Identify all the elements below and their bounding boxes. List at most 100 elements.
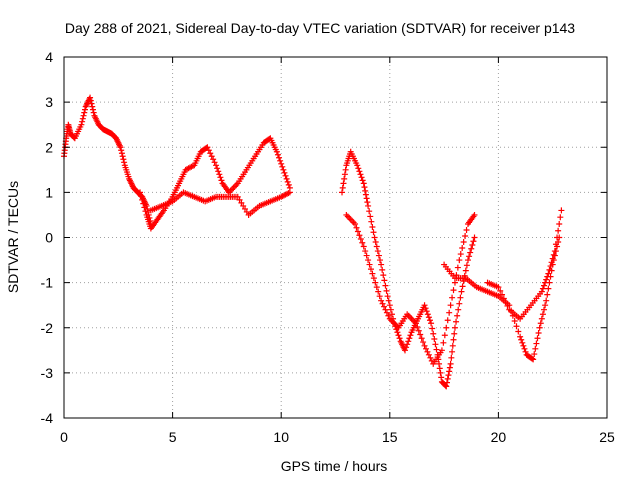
data-point (438, 347, 445, 354)
data-point (365, 257, 372, 264)
data-point (283, 175, 290, 182)
x-tick-label: 0 (60, 429, 68, 445)
data-point (385, 312, 392, 319)
data-point (552, 241, 559, 248)
series-2 (137, 135, 293, 232)
data-point (453, 318, 460, 325)
series-1 (61, 94, 154, 227)
data-point (118, 147, 125, 154)
data-point (538, 315, 545, 322)
data-point (276, 154, 283, 161)
data-point (464, 257, 471, 264)
data-point (447, 302, 454, 309)
data-point (372, 239, 379, 246)
x-axis-label: GPS time / hours (281, 458, 388, 474)
data-point (236, 196, 243, 203)
x-tick-label: 10 (273, 429, 289, 445)
data-point (444, 317, 451, 324)
x-tick-label: 20 (491, 429, 507, 445)
data-point (119, 153, 126, 160)
chart-title: Day 288 of 2021, Sidereal Day-to-day VTE… (65, 20, 575, 36)
data-point (432, 341, 439, 348)
data-point (386, 302, 393, 309)
data-point (497, 287, 504, 294)
data-point (495, 284, 502, 291)
data-point (551, 248, 558, 255)
data-point (277, 157, 284, 164)
x-tick-label: 25 (599, 429, 615, 445)
series-5 (343, 211, 478, 367)
data-point (360, 180, 367, 187)
data-point (537, 320, 544, 327)
data-point (366, 261, 373, 268)
data-point (450, 336, 457, 343)
data-point (425, 351, 432, 358)
data-point (433, 346, 440, 353)
data-point (448, 354, 455, 361)
data-point (443, 324, 450, 331)
data-point (359, 177, 366, 184)
data-point (376, 293, 383, 300)
data-point (454, 312, 461, 319)
data-point (500, 295, 507, 302)
data-point (357, 236, 364, 243)
data-point (554, 234, 561, 241)
data-point (356, 232, 363, 239)
data-point (79, 115, 86, 122)
data-point (381, 303, 388, 310)
y-tick-label: -1 (41, 275, 54, 291)
data-point (361, 184, 368, 191)
data-point (121, 159, 128, 166)
data-point (421, 342, 428, 349)
data-point (558, 207, 565, 214)
data-point (383, 287, 390, 294)
data-point (352, 220, 359, 227)
data-point (339, 189, 346, 196)
data-point (363, 252, 370, 259)
y-axis-label: SDTVAR / TECUs (5, 181, 21, 293)
data-point (429, 325, 436, 332)
data-point (538, 288, 545, 295)
data-point (557, 214, 564, 221)
data-point (80, 112, 87, 119)
data-point (449, 348, 456, 355)
data-point (499, 291, 506, 298)
data-point (372, 279, 379, 286)
data-point (379, 266, 386, 273)
data-point (204, 144, 211, 151)
series-7 (484, 207, 565, 322)
data-point (375, 288, 382, 295)
data-point (118, 150, 125, 157)
data-point (531, 351, 538, 358)
data-point (369, 270, 376, 277)
data-point (549, 255, 556, 262)
data-point (424, 311, 431, 318)
data-point (340, 180, 347, 187)
data-point (396, 335, 403, 342)
y-tick-label: 1 (45, 184, 53, 200)
data-point (548, 259, 555, 266)
data-point (446, 368, 453, 375)
data-point (471, 234, 478, 241)
data-point (457, 294, 464, 301)
data-point (402, 347, 409, 354)
data-point (242, 205, 248, 212)
data-point (279, 163, 286, 170)
data-point (446, 309, 453, 316)
data-point (417, 331, 424, 338)
data-point (238, 199, 245, 206)
data-point (211, 159, 218, 166)
data-point (449, 342, 456, 349)
data-point (542, 279, 549, 286)
data-point (377, 257, 384, 264)
data-point (518, 336, 525, 343)
data-point (421, 302, 428, 309)
data-point (440, 339, 447, 346)
data-point (210, 156, 217, 163)
data-point (362, 248, 369, 255)
data-point (365, 202, 372, 209)
data-point (431, 336, 438, 343)
data-point (546, 266, 553, 273)
